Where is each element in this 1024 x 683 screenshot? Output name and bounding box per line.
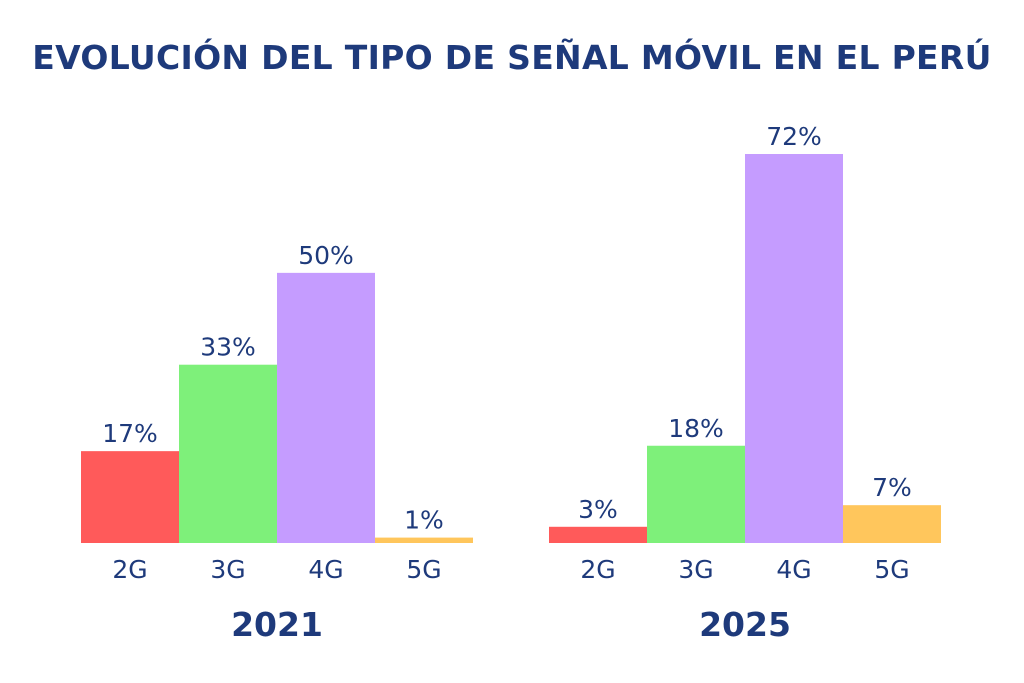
bar-2025-3G xyxy=(647,445,745,543)
chart-2025: 3% 2G 18% 3G 72% 4G 7% 5G 2025 xyxy=(549,122,941,644)
bar-2025-2G xyxy=(549,526,647,543)
value-label-2021-2G: 17% xyxy=(102,419,158,448)
category-label-2021-3G: 3G xyxy=(210,555,245,584)
category-label-2025-5G: 5G xyxy=(874,555,909,584)
value-label-2021-3G: 33% xyxy=(200,333,256,362)
page-title: EVOLUCIÓN DEL TIPO DE SEÑAL MÓVIL EN EL … xyxy=(32,38,992,77)
chart-2021: 17% 2G 33% 3G 50% 4G 1% 5G 2021 xyxy=(81,241,473,644)
value-label-2025-4G: 72% xyxy=(766,122,822,151)
bar-2021-5G xyxy=(375,537,473,543)
year-label-2025: 2025 xyxy=(699,605,791,644)
bar-2025-4G xyxy=(745,154,843,543)
category-label-2025-2G: 2G xyxy=(580,555,615,584)
bar-2021-2G xyxy=(81,451,179,543)
value-label-2025-2G: 3% xyxy=(578,495,618,524)
value-label-2021-4G: 50% xyxy=(298,241,354,270)
category-label-2021-4G: 4G xyxy=(308,555,343,584)
category-label-2021-2G: 2G xyxy=(112,555,147,584)
value-label-2025-3G: 18% xyxy=(668,414,724,443)
year-label-2021: 2021 xyxy=(231,605,323,644)
bar-2025-5G xyxy=(843,505,941,543)
category-label-2025-3G: 3G xyxy=(678,555,713,584)
bar-2021-3G xyxy=(179,364,277,543)
value-label-2025-5G: 7% xyxy=(872,473,912,502)
bar-2021-4G xyxy=(277,272,375,543)
category-label-2025-4G: 4G xyxy=(776,555,811,584)
category-label-2021-5G: 5G xyxy=(406,555,441,584)
value-label-2021-5G: 1% xyxy=(404,506,444,535)
